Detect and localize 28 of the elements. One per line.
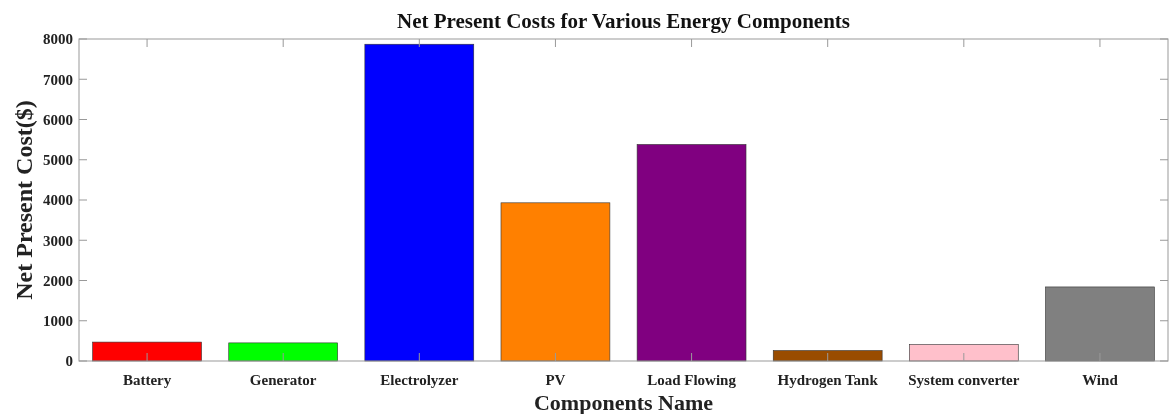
- x-tick-label: PV: [545, 372, 566, 388]
- bar: [228, 342, 338, 362]
- y-tick-label: 5000: [43, 152, 73, 168]
- bar: [364, 43, 475, 362]
- chart-title: Net Present Costs for Various Energy Components: [396, 9, 851, 33]
- y-tick-label: 8000: [43, 31, 73, 48]
- x-tick-label: Electrolyzer: [380, 372, 459, 388]
- bar: [500, 202, 611, 362]
- x-tick-label: Generator: [249, 372, 317, 388]
- y-tick-label: 0: [65, 353, 73, 370]
- x-tick-label: System converter: [908, 372, 1020, 388]
- x-tick-label: Hydrogen Tank: [777, 372, 879, 388]
- y-axis-title: Net Present Cost($): [11, 100, 37, 300]
- y-tick-label: 1000: [43, 313, 73, 329]
- y-tick-label: 2000: [43, 272, 73, 289]
- bar: [92, 341, 202, 362]
- x-axis-title: Components Name: [533, 390, 714, 414]
- y-tick-label: 4000: [43, 192, 73, 209]
- y-tick-label: 6000: [43, 111, 73, 128]
- bar: [909, 344, 1019, 362]
- y-tick-label: 7000: [43, 71, 73, 88]
- bar: [772, 350, 883, 362]
- x-tick-label: Wind: [1082, 372, 1119, 388]
- bar: [636, 144, 747, 362]
- bar: [1045, 286, 1155, 362]
- y-tick-label: 3000: [43, 232, 73, 249]
- x-tick-label: Load Flowing: [647, 372, 737, 388]
- x-tick-label: Battery: [122, 372, 172, 388]
